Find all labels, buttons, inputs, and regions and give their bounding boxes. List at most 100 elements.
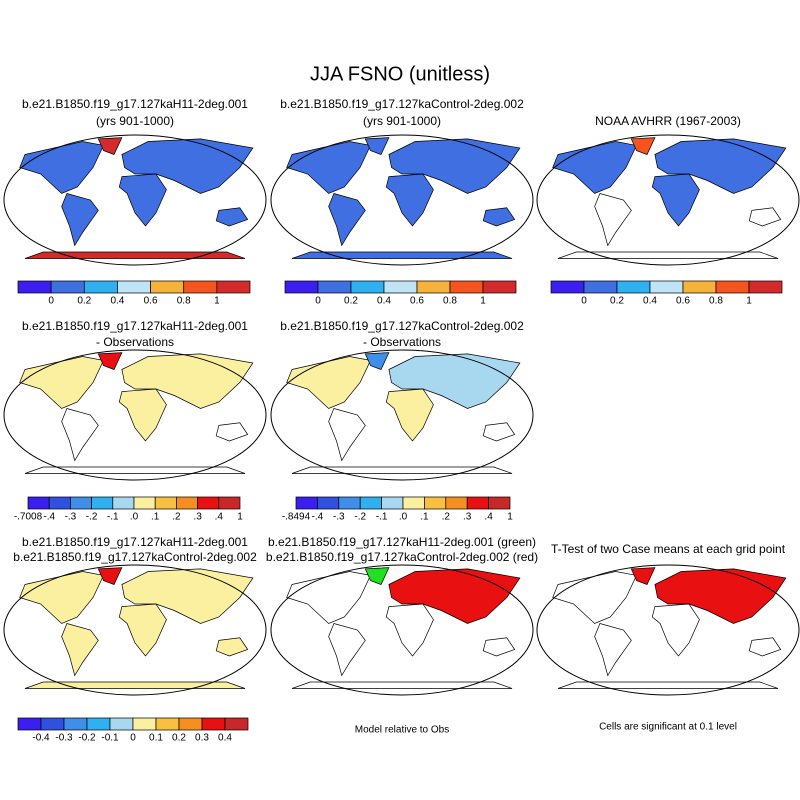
- colorbar-label: 0.6: [410, 296, 424, 307]
- colorbar-label: 0.4: [110, 296, 124, 307]
- colorbar-box: [381, 496, 404, 510]
- colorbar-label: 0.1: [149, 733, 163, 744]
- panel-title: T-Test of two Case means at each grid po…: [551, 542, 786, 556]
- colorbar-box: [50, 280, 85, 294]
- colorbar-label: 1: [746, 296, 752, 307]
- colorbar-box: [466, 496, 489, 510]
- panel-title: b.e21.B1850.f19_g17.127kaControl-2deg.00…: [13, 550, 257, 564]
- colorbar-box: [216, 280, 251, 294]
- colorbar-box: [91, 496, 114, 510]
- colorbar-box: [583, 280, 618, 294]
- colorbar-box: [748, 280, 783, 294]
- colorbar-box: [715, 280, 750, 294]
- colorbar-label: 0.2: [610, 296, 624, 307]
- figure-title: JJA FSNO (unitless): [310, 63, 490, 85]
- colorbar-label: 0.8: [443, 296, 457, 307]
- colorbar-label: 0.6: [144, 296, 158, 307]
- land: [385, 173, 434, 227]
- colorbar-box: [338, 496, 361, 510]
- land: [215, 637, 249, 657]
- colorbar-box: [350, 280, 385, 294]
- land: [385, 603, 434, 657]
- colorbar-box: [359, 496, 382, 510]
- land: [286, 141, 372, 194]
- land: [118, 173, 167, 227]
- colorbar-label: .2: [442, 512, 451, 523]
- land: [61, 408, 99, 462]
- colorbar-label: 0.2: [77, 296, 91, 307]
- land: [97, 137, 123, 155]
- colorbar-box: [424, 496, 447, 510]
- land: [215, 207, 249, 227]
- panel-title: - Observations: [363, 335, 441, 349]
- panel-title: b.e21.B1850.f19_g17.127kaControl-2deg.00…: [266, 550, 538, 564]
- colorbar-label: 0: [48, 296, 54, 307]
- land: [291, 466, 513, 474]
- colorbar-box: [176, 496, 198, 510]
- land: [748, 207, 782, 227]
- colorbar-box: [155, 717, 180, 731]
- colorbar-box: [178, 717, 203, 731]
- colorbar-label: 0.8: [177, 296, 191, 307]
- map-border: [270, 564, 534, 696]
- land: [24, 251, 246, 259]
- panel-title: b.e21.B1850.f19_g17.127kaH11-2deg.001: [22, 535, 248, 549]
- panel-title: NOAA AVHRR (1967-2003): [595, 114, 741, 128]
- colorbar-label: .0: [130, 512, 139, 523]
- colorbar-box: [284, 280, 319, 294]
- land: [557, 681, 779, 689]
- land: [121, 138, 254, 194]
- land: [594, 193, 632, 247]
- colorbar-label: -0.2: [78, 733, 96, 744]
- colorbar-box: [402, 496, 425, 510]
- colorbar-label: 0.4: [218, 733, 232, 744]
- land: [385, 388, 434, 442]
- land: [118, 388, 167, 442]
- colorbar-box: [218, 496, 241, 510]
- colorbar-box: [117, 280, 151, 294]
- colorbar-box: [445, 496, 468, 510]
- land: [552, 141, 638, 194]
- land: [594, 623, 632, 677]
- colorbar-label: -.7008: [14, 512, 43, 523]
- land: [61, 193, 99, 247]
- land: [364, 137, 390, 155]
- colorbar-label: 0: [315, 296, 321, 307]
- land: [121, 353, 254, 409]
- map-border: [270, 349, 534, 481]
- colorbar-label: -0.1: [101, 733, 119, 744]
- colorbar-label: -0.3: [55, 733, 73, 744]
- colorbar-box: [132, 717, 157, 731]
- colorbar-box: [682, 280, 717, 294]
- panel-title: - Observations: [96, 335, 174, 349]
- land: [388, 138, 521, 194]
- land: [482, 637, 516, 657]
- colorbar-label: .3: [463, 512, 472, 523]
- colorbar-box: [27, 496, 50, 510]
- colorbar-label: .1: [420, 512, 429, 523]
- land: [388, 353, 521, 409]
- map-border: [3, 134, 267, 266]
- colorbar-box: [86, 717, 111, 731]
- colorbar-box: [317, 280, 352, 294]
- colorbar-label: 1: [237, 512, 243, 523]
- colorbar-box: [295, 496, 318, 510]
- land: [328, 623, 366, 677]
- land: [630, 137, 656, 155]
- colorbar-label: 1: [507, 512, 513, 523]
- land: [291, 251, 513, 259]
- land: [482, 422, 516, 442]
- land: [291, 681, 513, 689]
- colorbar-label: -.1: [107, 512, 119, 523]
- colorbar-label: 1: [480, 296, 486, 307]
- land: [215, 422, 249, 442]
- colorbar-box: [17, 280, 52, 294]
- land: [118, 603, 167, 657]
- colorbar-box: [63, 717, 88, 731]
- colorbar-label: 0: [130, 733, 136, 744]
- colorbar-box: [197, 496, 220, 510]
- colorbar-label: .1: [151, 512, 160, 523]
- colorbar-box: [550, 280, 585, 294]
- colorbar-label: 0.4: [643, 296, 657, 307]
- colorbar-label: -.4: [312, 512, 324, 523]
